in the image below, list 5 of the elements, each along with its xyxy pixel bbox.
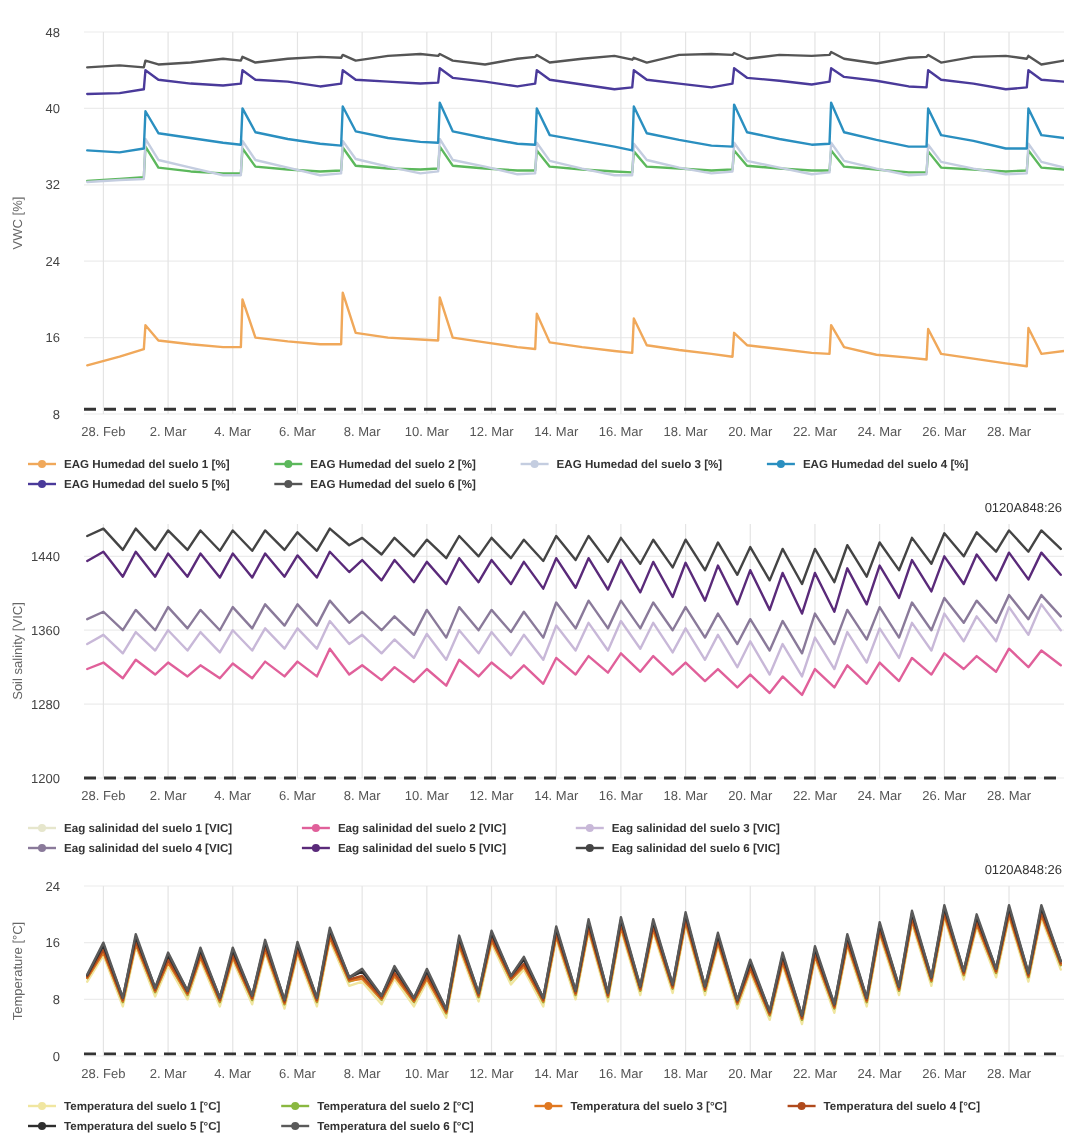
- line-series: [86, 550, 1062, 615]
- line-series: [86, 527, 1062, 586]
- line-series: [86, 603, 1062, 678]
- line-series: [86, 593, 1062, 655]
- line-series: [86, 647, 1062, 697]
